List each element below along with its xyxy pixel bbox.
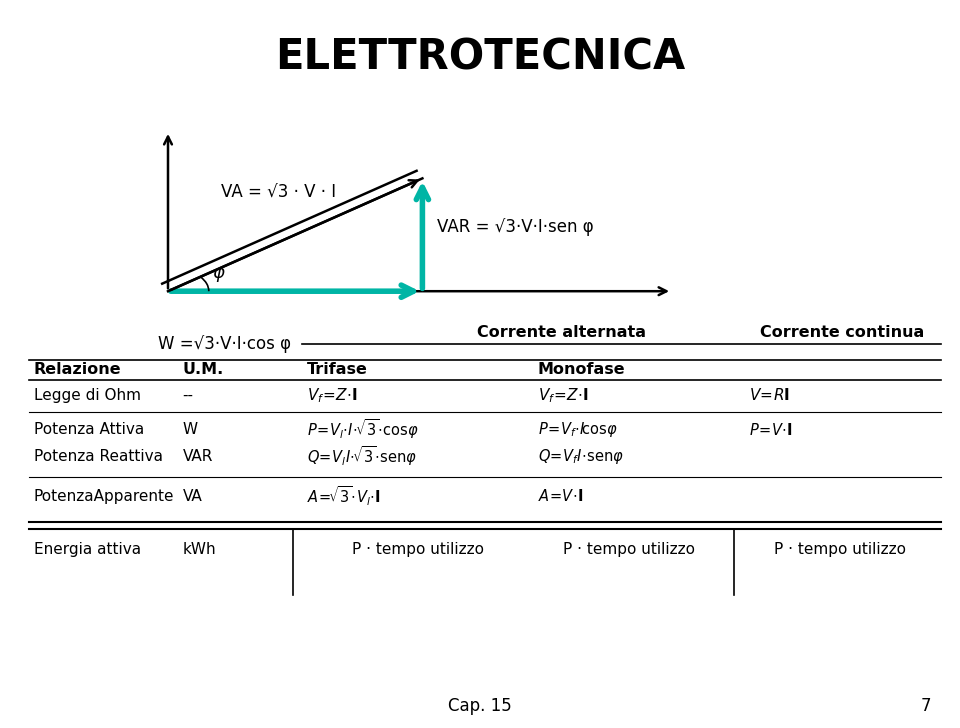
Text: U.M.: U.M. — [182, 362, 224, 376]
Text: VAR = √3·V·I·sen φ: VAR = √3·V·I·sen φ — [437, 218, 593, 237]
Text: VA = √3 · V · I: VA = √3 · V · I — [221, 184, 336, 202]
Text: $P\!=\!V_l\!\cdot\! I\!\cdot\!\!\sqrt{3}\!\cdot\!\cos\!\varphi$: $P\!=\!V_l\!\cdot\! I\!\cdot\!\!\sqrt{3}… — [307, 418, 420, 441]
Text: $P\!=\!V_f\!\cdot\! I\!\cos\!\varphi$: $P\!=\!V_f\!\cdot\! I\!\cos\!\varphi$ — [538, 420, 617, 439]
Text: P · tempo utilizzo: P · tempo utilizzo — [774, 542, 906, 557]
Text: ELETTROTECNICA: ELETTROTECNICA — [275, 36, 685, 79]
Text: VAR: VAR — [182, 449, 213, 464]
Text: $A\!=\!V\!\cdot\!\mathbf{I}$: $A\!=\!V\!\cdot\!\mathbf{I}$ — [538, 488, 584, 505]
Text: $V\!=\!R\mathbf{I}$: $V\!=\!R\mathbf{I}$ — [749, 387, 790, 403]
Text: Corrente alternata: Corrente alternata — [477, 325, 646, 340]
Text: Potenza Reattiva: Potenza Reattiva — [34, 449, 162, 464]
Text: 7: 7 — [921, 697, 931, 715]
Text: W =√3·V·I·cos φ: W =√3·V·I·cos φ — [158, 335, 292, 353]
Text: Trifase: Trifase — [307, 362, 368, 376]
Text: P · tempo utilizzo: P · tempo utilizzo — [563, 542, 695, 557]
Text: PotenzaApparente: PotenzaApparente — [34, 489, 174, 504]
Text: Monofase: Monofase — [538, 362, 625, 376]
Text: $Q\!=\!V_l I\!\cdot\!\!\sqrt{3}\!\cdot\!\mathrm{sen}\varphi$: $Q\!=\!V_l I\!\cdot\!\!\sqrt{3}\!\cdot\!… — [307, 445, 418, 468]
Text: $V_f\!=\!Z\!\cdot\!\mathbf{I}$: $V_f\!=\!Z\!\cdot\!\mathbf{I}$ — [307, 386, 358, 405]
Text: $V_f\!=\!Z\!\cdot\!\mathbf{I}$: $V_f\!=\!Z\!\cdot\!\mathbf{I}$ — [538, 386, 588, 405]
Text: W: W — [182, 422, 198, 437]
Text: φ: φ — [212, 264, 224, 282]
Text: VA: VA — [182, 489, 203, 504]
Text: Legge di Ohm: Legge di Ohm — [34, 388, 140, 403]
Text: Relazione: Relazione — [34, 362, 121, 376]
Text: $Q\!=\!V_f I\!\cdot\!\mathrm{sen}\varphi$: $Q\!=\!V_f I\!\cdot\!\mathrm{sen}\varphi… — [538, 447, 624, 466]
Text: Energia attiva: Energia attiva — [34, 542, 141, 557]
Text: P · tempo utilizzo: P · tempo utilizzo — [351, 542, 484, 557]
Text: --: -- — [182, 388, 193, 403]
Text: Cap. 15: Cap. 15 — [448, 697, 512, 715]
Text: kWh: kWh — [182, 542, 216, 557]
Text: $P\!=\!V\!\cdot\!\mathbf{I}$: $P\!=\!V\!\cdot\!\mathbf{I}$ — [749, 422, 793, 438]
Text: Corrente continua: Corrente continua — [760, 325, 924, 340]
Text: $A\!=\!\!\sqrt{3}\!\cdot\! V_l\!\cdot\!\mathbf{I}$: $A\!=\!\!\sqrt{3}\!\cdot\! V_l\!\cdot\!\… — [307, 485, 381, 508]
Text: Potenza Attiva: Potenza Attiva — [34, 422, 144, 437]
